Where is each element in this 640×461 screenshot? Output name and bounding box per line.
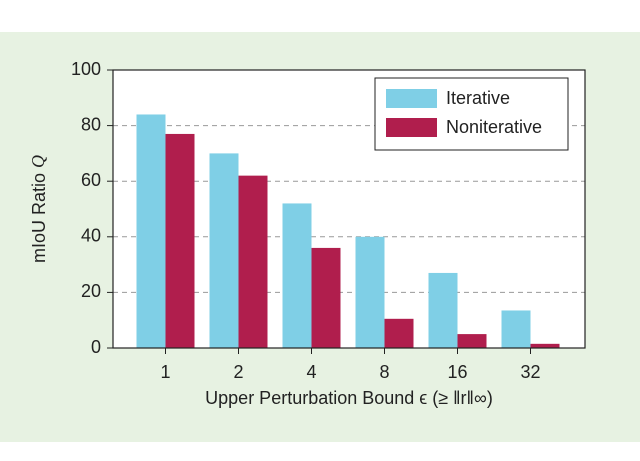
y-axis-label-symbol: Q: [28, 155, 48, 168]
x-tick-label: 32: [520, 362, 540, 382]
y-tick-label: 40: [81, 226, 101, 246]
plot-frame: [112, 69, 586, 349]
y-tick-label: 100: [71, 59, 101, 79]
legend-swatch: [386, 89, 437, 108]
y-tick-label: 80: [81, 114, 101, 134]
legend-label: Noniterative: [446, 117, 542, 137]
x-tick-label: 2: [233, 362, 243, 382]
bar: [501, 310, 531, 348]
y-tick-label: 0: [91, 337, 101, 357]
bar: [530, 343, 560, 348]
bar: [165, 133, 195, 348]
x-axis-label: Upper Perturbation Bound ϵ (≥ ‖r‖∞): [205, 388, 493, 408]
bar: [355, 236, 385, 348]
bar: [384, 318, 414, 348]
legend-label: Iterative: [446, 88, 510, 108]
y-tick-label: 20: [81, 281, 101, 301]
y-axis-label: mIoU Ratio Q: [28, 155, 49, 263]
y-axis-label-text: mIoU Ratio: [29, 173, 49, 263]
x-tick-label: 8: [379, 362, 389, 382]
bar: [238, 175, 268, 348]
legend-swatch: [386, 118, 437, 137]
x-tick-label: 16: [447, 362, 467, 382]
bar: [311, 247, 341, 348]
y-tick-label: 60: [81, 170, 101, 190]
x-tick-label: 4: [306, 362, 316, 382]
bar: [282, 203, 312, 348]
bar: [209, 153, 239, 348]
x-tick-label: 1: [160, 362, 170, 382]
bar: [457, 334, 487, 348]
bar: [428, 272, 458, 348]
bar: [136, 114, 166, 348]
